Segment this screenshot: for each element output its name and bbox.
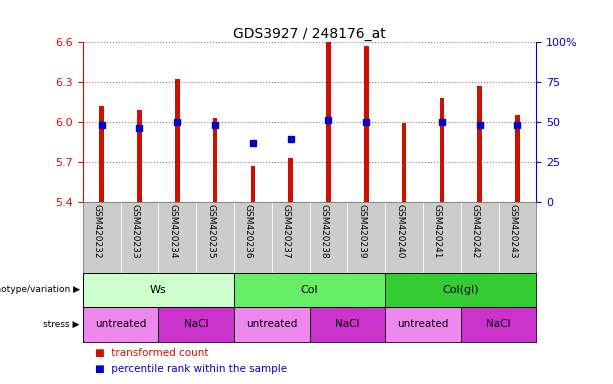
Bar [99, 106, 104, 202]
Text: ■  percentile rank within the sample: ■ percentile rank within the sample [95, 364, 287, 374]
Bar [234, 307, 310, 342]
Bar [137, 110, 142, 202]
Text: ■  transformed count: ■ transformed count [95, 348, 208, 358]
Bar [461, 307, 536, 342]
Text: Ws: Ws [150, 285, 167, 295]
Text: GSM420239: GSM420239 [357, 204, 366, 258]
Text: GSM420234: GSM420234 [168, 204, 177, 258]
Bar [326, 42, 331, 202]
Bar [158, 307, 234, 342]
Text: untreated: untreated [95, 319, 147, 329]
Text: NaCl: NaCl [335, 319, 360, 329]
Text: NaCl: NaCl [184, 319, 208, 329]
Text: Col: Col [301, 285, 318, 295]
Text: GSM420237: GSM420237 [281, 204, 291, 258]
Text: untreated: untreated [246, 319, 297, 329]
Text: GSM420232: GSM420232 [93, 204, 102, 258]
Bar [251, 166, 255, 202]
Text: GSM420233: GSM420233 [131, 204, 139, 258]
Text: stress ▶: stress ▶ [44, 320, 80, 329]
Bar [478, 86, 482, 202]
Bar [234, 273, 385, 307]
Text: GSM420240: GSM420240 [395, 204, 404, 258]
Bar [440, 98, 444, 202]
Text: genotype/variation ▶: genotype/variation ▶ [0, 285, 80, 295]
Text: GSM420241: GSM420241 [433, 204, 442, 258]
Text: GSM420243: GSM420243 [508, 204, 517, 258]
Bar [515, 115, 520, 202]
Text: GSM420236: GSM420236 [244, 204, 253, 258]
Title: GDS3927 / 248176_at: GDS3927 / 248176_at [233, 27, 386, 41]
Text: GSM420235: GSM420235 [206, 204, 215, 258]
Bar [385, 273, 536, 307]
Bar [288, 158, 293, 202]
Text: untreated: untreated [397, 319, 449, 329]
Bar [402, 123, 406, 202]
Text: Col(gl): Col(gl) [443, 285, 479, 295]
Bar [175, 79, 180, 202]
Bar [83, 307, 158, 342]
Bar [310, 307, 385, 342]
Bar [83, 273, 234, 307]
Bar [364, 46, 368, 202]
Bar [213, 118, 218, 202]
Text: NaCl: NaCl [486, 319, 511, 329]
Bar [385, 307, 461, 342]
Text: GSM420242: GSM420242 [471, 204, 480, 258]
Text: GSM420238: GSM420238 [319, 204, 329, 258]
